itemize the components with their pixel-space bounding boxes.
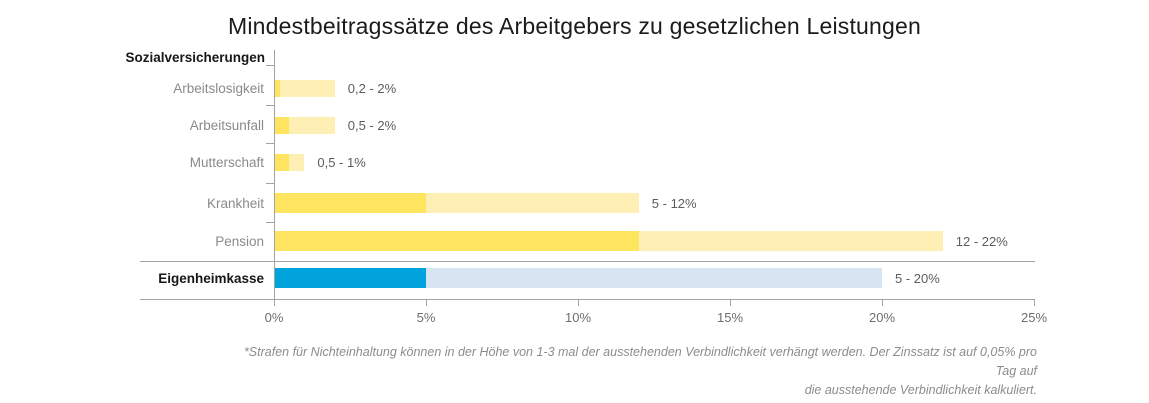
bar-krankheit: 5 - 12%	[274, 193, 697, 213]
x-axis-label-20: 20%	[868, 310, 896, 325]
bar-eigenheimkasse: 5 - 20%	[274, 268, 940, 288]
footnote-line-2: die ausstehende Verbindlichkeit kalkulie…	[804, 383, 1037, 397]
bar-segment-min	[274, 117, 290, 134]
bar-pension: 12 - 22%	[274, 231, 1008, 251]
footnote: *Strafen für Nichteinhaltung können in d…	[227, 343, 1037, 400]
value-label-arbeitslosigkeit: 0,2 - 2%	[347, 81, 397, 96]
separator-line-eigenheimkasse	[140, 261, 1035, 262]
bar-segment-min	[274, 193, 426, 213]
bar-segment-max	[289, 117, 335, 134]
bar-mutterschaft: 0,5 - 1%	[274, 154, 366, 171]
bar-arbeitslosigkeit: 0,2 - 2%	[274, 80, 396, 97]
bar-arbeitsunfall: 0,5 - 2%	[274, 117, 396, 134]
category-label-arbeitslosigkeit: Arbeitslosigkeit	[173, 81, 264, 96]
x-axis-tick-0	[274, 300, 275, 306]
bar-segment-max	[289, 154, 305, 171]
chart-row-arbeitsunfall: Arbeitsunfall 0,5 - 2%	[0, 117, 396, 134]
chart-row-krankheit: Krankheit 5 - 12%	[0, 193, 697, 213]
bar-segment-min	[274, 154, 290, 171]
bar-segment-min	[274, 231, 639, 251]
category-label-eigenheimkasse: Eigenheimkasse	[158, 270, 264, 286]
y-axis-tick	[266, 222, 275, 223]
x-axis-label-15: 15%	[716, 310, 744, 325]
chart-title: Mindestbeitragssätze des Arbeitgebers zu…	[228, 13, 921, 39]
bar-segment-max	[638, 231, 943, 251]
chart-row-eigenheimkasse: Eigenheimkasse 5 - 20%	[0, 268, 940, 288]
bar-segment-max	[426, 193, 639, 213]
y-axis-line	[274, 50, 275, 299]
bar-segment-max	[426, 268, 882, 288]
x-axis-tick-25	[1034, 300, 1035, 306]
x-axis-tick-5	[426, 300, 427, 306]
category-label-krankheit: Krankheit	[206, 195, 264, 211]
category-label-mutterschaft: Mutterschaft	[189, 155, 264, 170]
category-label-pension: Pension	[215, 233, 264, 249]
y-axis-tick	[266, 183, 275, 184]
value-label-mutterschaft: 0,5 - 1%	[317, 155, 366, 170]
x-axis-tick-15	[730, 300, 731, 306]
x-axis-label-25: 25%	[1020, 310, 1048, 325]
y-axis-tick	[266, 65, 275, 66]
y-axis-tick	[266, 105, 275, 106]
value-label-arbeitsunfall: 0,5 - 2%	[347, 118, 397, 133]
bar-segment-min	[274, 268, 426, 288]
bar-segment-min	[274, 80, 281, 97]
footnote-line-1: *Strafen für Nichteinhaltung können in d…	[243, 345, 1037, 378]
y-axis-tick	[266, 143, 275, 144]
x-axis-label-5: 5%	[416, 310, 436, 325]
chart-row-mutterschaft: Mutterschaft 0,5 - 1%	[0, 154, 366, 171]
x-axis-line	[140, 299, 1035, 300]
x-axis-tick-20	[882, 300, 883, 306]
category-label-arbeitsunfall: Arbeitsunfall	[189, 118, 264, 133]
value-label-pension: 12 - 22%	[955, 233, 1008, 249]
bar-segment-max	[280, 80, 335, 97]
value-label-eigenheimkasse: 5 - 20%	[895, 270, 940, 286]
x-axis-tick-10	[578, 300, 579, 306]
value-label-krankheit: 5 - 12%	[651, 195, 697, 211]
chart-row-pension: Pension 12 - 22%	[0, 231, 1008, 251]
chart-row-arbeitslosigkeit: Arbeitslosigkeit 0,2 - 2%	[0, 80, 396, 97]
x-axis-label-0: 0%	[264, 310, 284, 325]
group-header-sozialversicherungen: Sozialversicherungen	[125, 50, 265, 65]
x-axis-label-10: 10%	[564, 310, 592, 325]
